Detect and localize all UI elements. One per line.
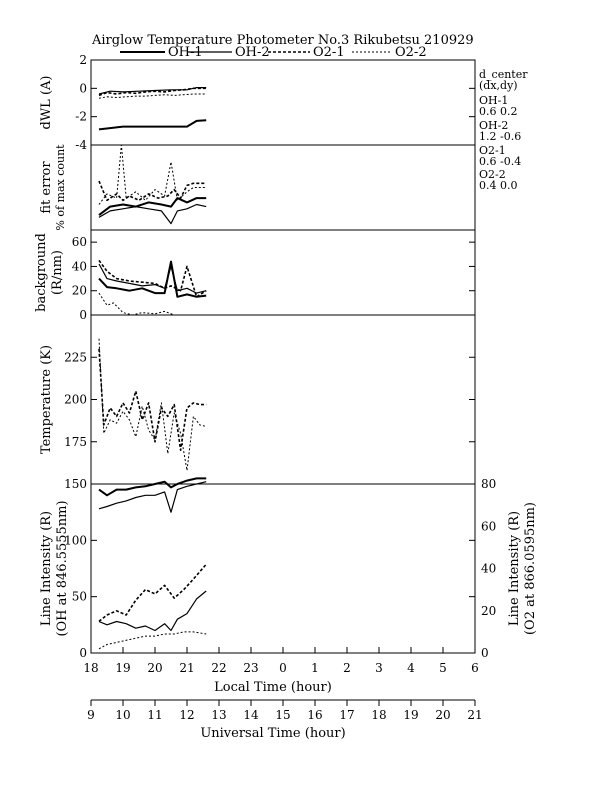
x-tick-label-universal: 17 [339, 708, 354, 722]
x-tick-label-local: 2 [343, 661, 351, 675]
x-tick-label-universal: 12 [179, 708, 194, 722]
x-tick-label-local: 18 [83, 661, 98, 675]
y-tick-label: 100 [64, 533, 87, 547]
y-tick-label: -2 [75, 110, 87, 124]
x-tick-label-universal: 14 [243, 708, 259, 722]
series-dwl-o2-1 [98, 87, 207, 97]
y-axis-label: (R/nm) [50, 250, 65, 295]
series-bg-oh-1 [98, 260, 207, 298]
series-fiterr-oh-1 [98, 197, 207, 216]
y-axis-label: background [34, 233, 49, 312]
y-tick-label: 40 [72, 259, 87, 273]
legend-label-o2-2: O2-2 [395, 45, 427, 60]
x-tick-label-local: 5 [439, 661, 447, 675]
x-tick-label-universal: 13 [211, 708, 226, 722]
y-right-tick-label: 60 [481, 519, 496, 533]
series-int-oh-1 [98, 477, 207, 497]
series-fiterr-oh-2 [98, 203, 207, 225]
series-bg-o2-2 [98, 292, 175, 316]
series-layer [98, 86, 207, 650]
y-tick-label: 20 [72, 284, 87, 298]
x-tick-label-local: 22 [211, 661, 226, 675]
x-tick-label-universal: 18 [371, 708, 386, 722]
series-dwl-o2-2 [98, 93, 207, 99]
y-tick-label: 60 [72, 235, 87, 249]
series-fiterr-o2-2 [98, 144, 207, 205]
x-tick-label-local: 6 [471, 661, 479, 675]
side-note-values: 0.6 -0.4 [479, 155, 521, 168]
series-int-oh-2 [98, 481, 207, 513]
x-tick-label-local: 20 [147, 661, 162, 675]
x-axis-label-local: Local Time (hour) [214, 680, 332, 695]
x-tick-label-local: 1 [311, 661, 319, 675]
panel-frames [90, 59, 476, 654]
y-right-tick-label: 80 [481, 477, 496, 491]
y-axis-label: % of max count [54, 144, 67, 231]
x-tick-label-local: 21 [179, 661, 194, 675]
y-tick-label: 0 [79, 81, 87, 95]
y-tick-label: 225 [64, 350, 87, 364]
y-axis-label: Temperature (K) [39, 345, 54, 454]
chart-title: Airglow Temperature Photometer No.3 Riku… [91, 33, 474, 48]
side-note-values: 0.4 0.0 [479, 179, 517, 192]
side-note-dxdy: (dx,dy) [479, 79, 518, 92]
x-tick-label-universal: 9 [87, 708, 95, 722]
x-tick-label-local: 4 [407, 661, 415, 675]
x-tick-label-local: 3 [375, 661, 383, 675]
plot-frame [90, 59, 476, 654]
series-temp-o2-1 [98, 348, 207, 452]
side-note-name: O2-2 [479, 168, 506, 181]
series-bg-oh-2 [98, 263, 207, 294]
legend-label-oh-2: OH-2 [235, 45, 270, 60]
x-axis-label-universal: Universal Time (hour) [200, 726, 345, 741]
series-int-o2-1 [98, 563, 207, 622]
y-axis-right-label: (O2 at 866.0595nm) [523, 502, 538, 635]
side-note-values: 1.2 -0.6 [479, 130, 521, 143]
legend-label-oh-1: OH-1 [168, 45, 203, 60]
x-tick-label-universal: 15 [275, 708, 290, 722]
side-note-name: O2-1 [479, 144, 506, 157]
series-dwl-oh-1 [98, 119, 207, 131]
y-tick-label: 0 [79, 308, 87, 322]
y-tick-label: 0 [79, 646, 87, 660]
y-right-tick-label: 40 [481, 562, 496, 576]
side-notes: d_center(dx,dy)OH-10.6 0.2OH-21.2 -0.6O2… [479, 68, 528, 192]
y-axis-label: dWL (A) [39, 76, 54, 130]
y-axis-label: Line Intensity (R) [39, 511, 54, 626]
legend-label-o2-1: O2-1 [313, 45, 345, 60]
side-note-name: OH-1 [479, 94, 508, 107]
x-tick-label-local: 23 [243, 661, 258, 675]
x-tick-label-universal: 16 [307, 708, 322, 722]
y-axis-label: (OH at 846.5555nm) [55, 500, 70, 636]
x-tick-label-universal: 21 [467, 708, 482, 722]
side-note-name: OH-2 [479, 119, 508, 132]
y-tick-label: -4 [75, 138, 87, 152]
y-tick-label: 175 [64, 435, 87, 449]
x-tick-label-local: 19 [115, 661, 130, 675]
y-right-tick-label: 20 [481, 604, 496, 618]
series-temp-o2-2 [98, 338, 207, 471]
y-tick-label: 200 [64, 393, 87, 407]
x-tick-label-universal: 19 [403, 708, 418, 722]
x-tick-label-universal: 20 [435, 708, 450, 722]
side-note-dcenter: d_center [479, 68, 528, 81]
x-tick-label-universal: 11 [147, 708, 162, 722]
legend: OH-1 OH-2 O2-1 O2-2 [120, 45, 427, 60]
y-tick-label: 2 [79, 53, 87, 67]
y-axis-right-label: Line Intensity (R) [507, 511, 522, 626]
x-tick-label-local: 0 [279, 661, 287, 675]
y-tick-label: 150 [64, 477, 87, 491]
x-tick-label-universal: 10 [115, 708, 130, 722]
y-tick-label: 50 [72, 590, 87, 604]
series-int-oh-2 [98, 590, 207, 632]
series-int-o2-2 [98, 631, 207, 650]
y-right-tick-label: 0 [481, 646, 489, 660]
side-note-values: 0.6 0.2 [479, 105, 517, 118]
y-axis-label: fit error [39, 161, 54, 214]
series-fiterr-o2-1 [98, 180, 207, 202]
